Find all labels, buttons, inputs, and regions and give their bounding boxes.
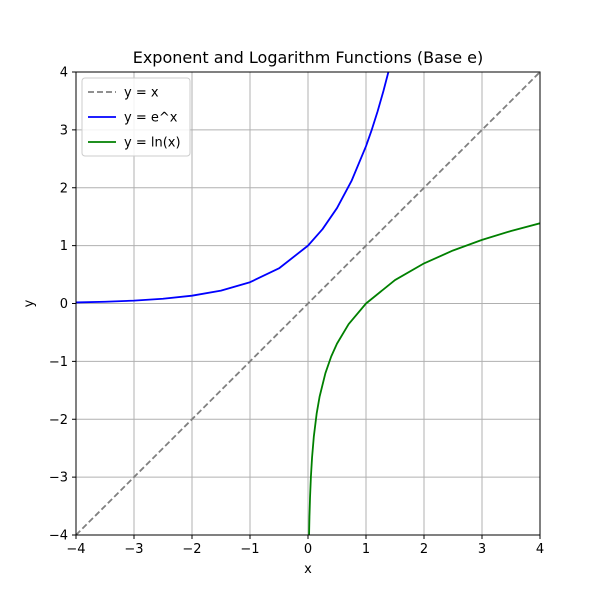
y-tick-label-8: 4 [60, 66, 68, 81]
axis-ticks: −4 −3 −2 −1 0 1 2 3 4 −4 −3 −2 −1 0 1 2 3 4 [49, 66, 544, 558]
y-tick-label-3: −1 [49, 355, 68, 370]
x-tick-label-6: 2 [420, 542, 428, 557]
legend-box [81, 77, 191, 157]
y-tick-label-0: −4 [49, 529, 68, 544]
x-tick-label-5: 1 [362, 542, 370, 557]
y-tick-label-5: 1 [60, 239, 68, 254]
x-axis-label: x [304, 562, 312, 577]
y-tick-label-4: 0 [60, 297, 68, 312]
y-axis-label: y [22, 299, 37, 307]
chart-title: Exponent and Logarithm Functions (Base e… [133, 48, 484, 67]
x-tick-label-4: 0 [304, 542, 312, 557]
legend: y = x y = e^x y = ln(x) [81, 77, 191, 157]
series-line-identity [76, 72, 540, 535]
x-tick-label-8: 4 [536, 542, 544, 557]
legend-entry-identity: y = x [124, 86, 159, 101]
series-line-exp [76, 72, 390, 304]
plot-series [76, 72, 540, 535]
x-tick-label-0: −4 [66, 542, 85, 557]
y-tick-label-1: −3 [49, 471, 68, 486]
x-tick-label-2: −2 [182, 542, 201, 557]
x-tick-label-3: −1 [240, 542, 259, 557]
y-tick-label-2: −2 [49, 413, 68, 428]
x-tick-label-1: −3 [124, 542, 143, 557]
legend-entry-exp: y = e^x [124, 111, 178, 126]
series-line-ln [308, 222, 540, 535]
y-tick-label-6: 2 [60, 181, 68, 196]
legend-entry-ln: y = ln(x) [124, 136, 181, 151]
y-tick-label-7: 3 [60, 123, 68, 138]
x-tick-label-7: 3 [478, 542, 486, 557]
